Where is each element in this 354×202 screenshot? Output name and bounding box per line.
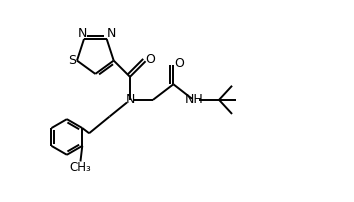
Text: N: N (78, 27, 87, 40)
Text: CH₃: CH₃ (70, 161, 91, 174)
Text: N: N (125, 93, 135, 106)
Text: O: O (174, 57, 184, 70)
Text: N: N (107, 27, 116, 40)
Text: O: O (145, 53, 155, 66)
Text: S: S (68, 54, 76, 67)
Text: NH: NH (184, 93, 203, 106)
